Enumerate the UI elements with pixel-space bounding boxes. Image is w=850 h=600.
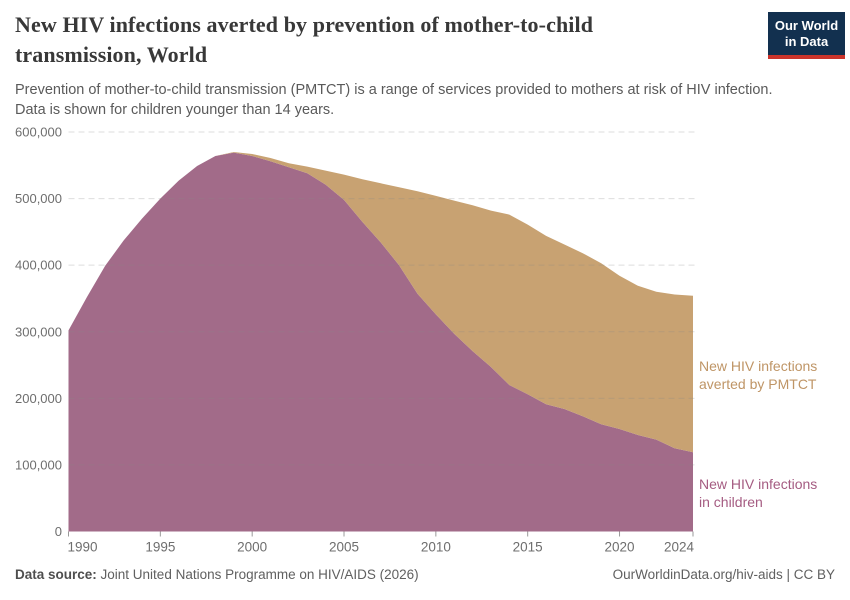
x-axis-label-1990: 1990 — [68, 540, 98, 555]
chart-subtitle: Prevention of mother-to-child transmissi… — [15, 80, 815, 120]
y-axis-label-300000: 300,000 — [15, 324, 62, 339]
data-source-text: Joint United Nations Programme on HIV/AI… — [96, 567, 419, 582]
data-source-prefix: Data source: — [15, 567, 97, 582]
chart-footer: Data source: Joint United Nations Progra… — [15, 567, 835, 582]
series-label-averted: New HIV infections averted by PMTCT — [699, 358, 818, 392]
y-axis-label-600000: 600,000 — [15, 125, 62, 140]
x-axis-label-2010: 2010 — [421, 540, 451, 555]
y-axis-label-200000: 200,000 — [15, 391, 62, 406]
chart-subtitle-line2: Data is shown for children younger than … — [15, 102, 335, 118]
license-link[interactable]: OurWorldinData.org/hiv-aids | CC BY — [612, 567, 835, 582]
y-axis-label-0: 0 — [55, 524, 62, 539]
x-axis-label-2015: 2015 — [513, 540, 543, 555]
owid-logo-line2: in Data — [784, 34, 829, 49]
chart-title: New HIV infections averted by prevention… — [15, 12, 594, 67]
x-axis-label-2000: 2000 — [237, 540, 267, 555]
area-new-hiv-infections-in-children — [68, 152, 693, 532]
y-axis-label-100000: 100,000 — [15, 457, 62, 472]
owid-logo[interactable]: Our World in Data — [768, 12, 845, 59]
area-new-hiv-infections-averted-by-pmtct — [68, 152, 693, 453]
series-label-children: New HIV infections in children — [699, 476, 818, 510]
x-axis-label-1995: 1995 — [145, 540, 175, 555]
x-axis-label-2005: 2005 — [329, 540, 359, 555]
y-axis-label-400000: 400,000 — [15, 258, 62, 273]
chart-subtitle-line1: Prevention of mother-to-child transmissi… — [15, 82, 773, 98]
x-axis-label-2020: 2020 — [605, 540, 635, 555]
data-source: Data source: Joint United Nations Progra… — [15, 567, 419, 582]
y-axis-label-500000: 500,000 — [15, 191, 62, 206]
owid-logo-line1: Our World — [774, 18, 839, 33]
x-axis-label-2024: 2024 — [664, 540, 695, 555]
